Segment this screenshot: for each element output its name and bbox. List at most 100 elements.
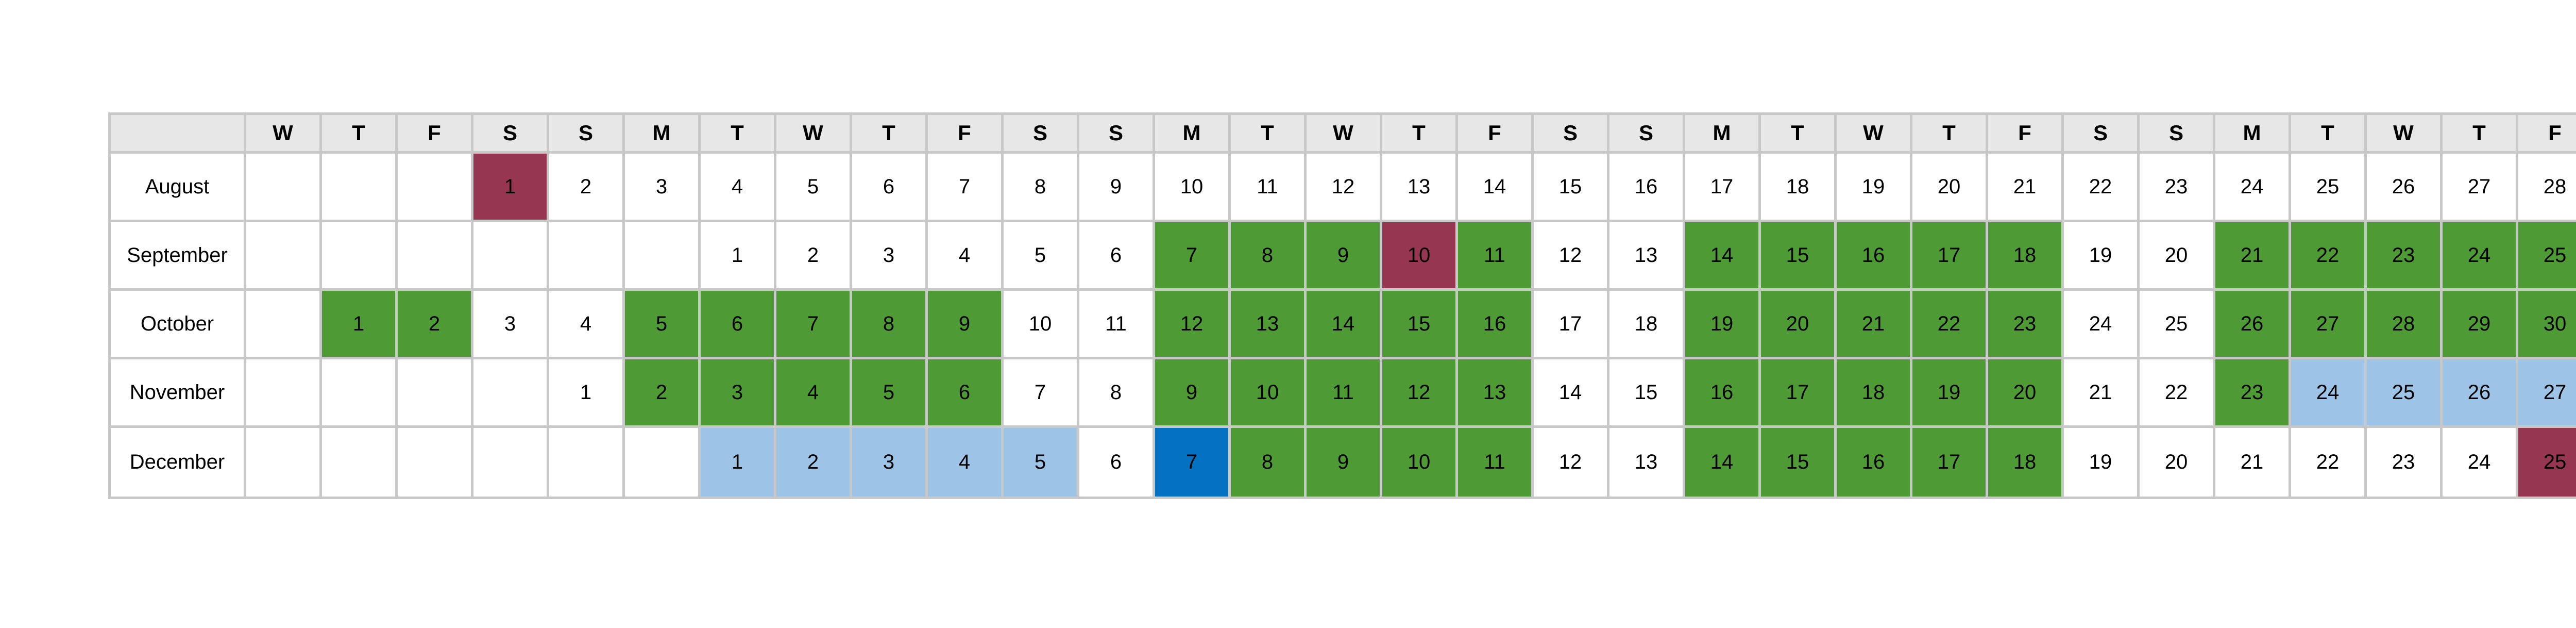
day-cell[interactable]: 22: [2291, 222, 2367, 291]
day-cell[interactable]: 10: [1231, 359, 1307, 428]
day-cell[interactable]: 20: [1912, 154, 1988, 222]
day-cell[interactable]: 28: [2367, 291, 2443, 359]
day-cell[interactable]: 7: [1155, 428, 1231, 497]
day-cell[interactable]: 27: [2291, 291, 2367, 359]
day-cell[interactable]: 27: [2518, 359, 2576, 428]
day-cell[interactable]: 3: [701, 359, 776, 428]
day-cell[interactable]: 1: [549, 359, 625, 428]
day-cell[interactable]: 5: [625, 291, 701, 359]
day-cell[interactable]: 7: [776, 291, 852, 359]
day-cell[interactable]: 20: [2140, 222, 2215, 291]
day-cell[interactable]: 14: [1534, 359, 1609, 428]
day-cell[interactable]: 4: [928, 428, 1004, 497]
day-cell[interactable]: 3: [473, 291, 549, 359]
day-cell[interactable]: 12: [1307, 154, 1382, 222]
day-cell[interactable]: 30: [2518, 291, 2576, 359]
day-cell[interactable]: 8: [852, 291, 928, 359]
day-cell[interactable]: 26: [2367, 154, 2443, 222]
day-cell[interactable]: 18: [1761, 154, 1837, 222]
day-cell[interactable]: 27: [2443, 154, 2518, 222]
day-cell[interactable]: 6: [852, 154, 928, 222]
day-cell[interactable]: 12: [1534, 222, 1609, 291]
day-cell[interactable]: 17: [1534, 291, 1609, 359]
day-cell[interactable]: 10: [1004, 291, 1079, 359]
day-cell[interactable]: 18: [1837, 359, 1912, 428]
day-cell[interactable]: 9: [1307, 428, 1382, 497]
day-cell[interactable]: 25: [2291, 154, 2367, 222]
day-cell[interactable]: 4: [701, 154, 776, 222]
day-cell[interactable]: 29: [2443, 291, 2518, 359]
day-cell[interactable]: 9: [1307, 222, 1382, 291]
day-cell[interactable]: 3: [852, 428, 928, 497]
day-cell[interactable]: 24: [2291, 359, 2367, 428]
day-cell[interactable]: 20: [2140, 428, 2215, 497]
day-cell[interactable]: 15: [1382, 291, 1458, 359]
day-cell[interactable]: 21: [1988, 154, 2064, 222]
day-cell[interactable]: 7: [928, 154, 1004, 222]
day-cell[interactable]: 11: [1307, 359, 1382, 428]
day-cell[interactable]: 13: [1609, 428, 1685, 497]
day-cell[interactable]: 16: [1685, 359, 1761, 428]
day-cell[interactable]: 5: [776, 154, 852, 222]
day-cell[interactable]: 18: [1609, 291, 1685, 359]
day-cell[interactable]: 15: [1761, 428, 1837, 497]
day-cell[interactable]: 8: [1231, 222, 1307, 291]
day-cell[interactable]: 5: [1004, 222, 1079, 291]
day-cell[interactable]: 14: [1307, 291, 1382, 359]
day-cell[interactable]: 20: [1761, 291, 1837, 359]
day-cell[interactable]: 23: [2367, 222, 2443, 291]
day-cell[interactable]: 26: [2443, 359, 2518, 428]
day-cell[interactable]: 25: [2518, 428, 2576, 497]
day-cell[interactable]: 5: [852, 359, 928, 428]
day-cell[interactable]: 8: [1004, 154, 1079, 222]
day-cell[interactable]: 5: [1004, 428, 1079, 497]
day-cell[interactable]: 11: [1231, 154, 1307, 222]
day-cell[interactable]: 18: [1988, 222, 2064, 291]
day-cell[interactable]: 19: [1685, 291, 1761, 359]
day-cell[interactable]: 19: [1837, 154, 1912, 222]
day-cell[interactable]: 11: [1458, 428, 1534, 497]
day-cell[interactable]: 13: [1231, 291, 1307, 359]
day-cell[interactable]: 14: [1458, 154, 1534, 222]
day-cell[interactable]: 26: [2215, 291, 2291, 359]
day-cell[interactable]: 6: [701, 291, 776, 359]
day-cell[interactable]: 2: [776, 222, 852, 291]
day-cell[interactable]: 17: [1761, 359, 1837, 428]
day-cell[interactable]: 9: [928, 291, 1004, 359]
day-cell[interactable]: 2: [625, 359, 701, 428]
day-cell[interactable]: 25: [2367, 359, 2443, 428]
day-cell[interactable]: 23: [2367, 428, 2443, 497]
day-cell[interactable]: 18: [1988, 428, 2064, 497]
day-cell[interactable]: 7: [1004, 359, 1079, 428]
day-cell[interactable]: 4: [928, 222, 1004, 291]
day-cell[interactable]: 15: [1761, 222, 1837, 291]
day-cell[interactable]: 24: [2443, 428, 2518, 497]
day-cell[interactable]: 3: [625, 154, 701, 222]
day-cell[interactable]: 11: [1079, 291, 1155, 359]
day-cell[interactable]: 15: [1534, 154, 1609, 222]
day-cell[interactable]: 25: [2518, 222, 2576, 291]
day-cell[interactable]: 16: [1837, 222, 1912, 291]
day-cell[interactable]: 1: [701, 428, 776, 497]
day-cell[interactable]: 22: [2291, 428, 2367, 497]
day-cell[interactable]: 17: [1912, 428, 1988, 497]
day-cell[interactable]: 16: [1837, 428, 1912, 497]
day-cell[interactable]: 21: [2215, 222, 2291, 291]
day-cell[interactable]: 20: [1988, 359, 2064, 428]
day-cell[interactable]: 3: [852, 222, 928, 291]
day-cell[interactable]: 10: [1382, 222, 1458, 291]
day-cell[interactable]: 12: [1534, 428, 1609, 497]
day-cell[interactable]: 12: [1382, 359, 1458, 428]
day-cell[interactable]: 22: [2064, 154, 2140, 222]
day-cell[interactable]: 8: [1079, 359, 1155, 428]
day-cell[interactable]: 14: [1685, 428, 1761, 497]
day-cell[interactable]: 8: [1231, 428, 1307, 497]
day-cell[interactable]: 16: [1458, 291, 1534, 359]
day-cell[interactable]: 19: [2064, 222, 2140, 291]
day-cell[interactable]: 14: [1685, 222, 1761, 291]
day-cell[interactable]: 23: [1988, 291, 2064, 359]
day-cell[interactable]: 19: [1912, 359, 1988, 428]
day-cell[interactable]: 2: [398, 291, 473, 359]
day-cell[interactable]: 22: [2140, 359, 2215, 428]
day-cell[interactable]: 17: [1685, 154, 1761, 222]
